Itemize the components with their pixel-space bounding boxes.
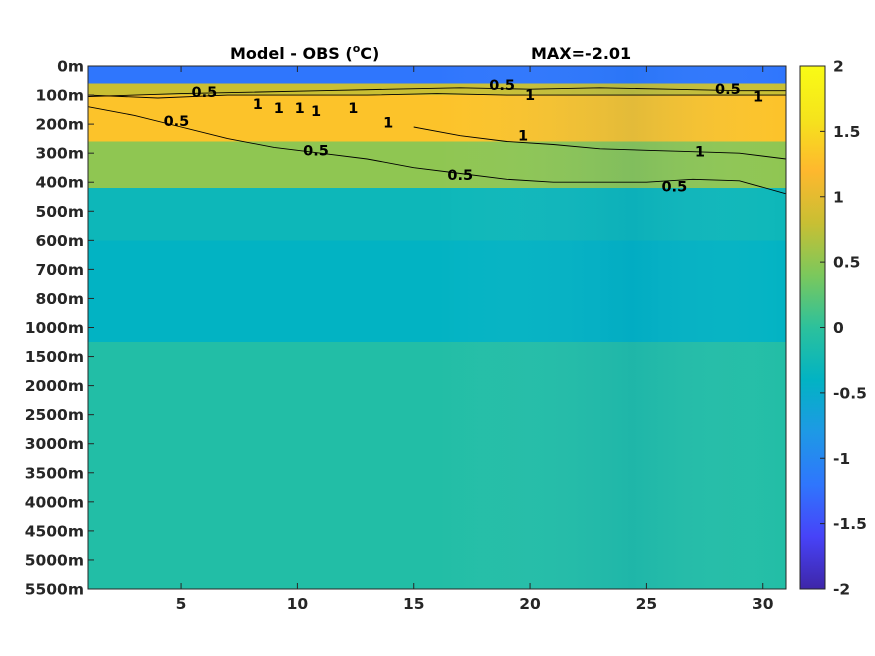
max-label: MAX=-2.01	[531, 44, 631, 63]
colorbar-tick-label: -1	[833, 450, 850, 468]
y-tick-label: 700m	[35, 261, 84, 279]
contour-label: 1	[295, 101, 305, 117]
y-tick-label: 5000m	[25, 551, 84, 569]
contour-lines	[88, 87, 786, 195]
y-tick-label: 300m	[35, 145, 84, 163]
colorbar-tick-label: -1.5	[833, 515, 867, 533]
y-tick-label: 1500m	[25, 348, 84, 366]
y-tick-label: 1000m	[25, 319, 84, 337]
y-tick-label: 3000m	[25, 435, 84, 453]
x-tick-label: 25	[636, 595, 658, 613]
contour-label: 1	[253, 97, 263, 113]
y-tick-label: 2500m	[25, 406, 84, 424]
contour-line-1	[88, 93, 786, 99]
contour-label: 0.5	[661, 180, 687, 196]
contour-line-0-5	[88, 87, 786, 97]
x-tick-label: 20	[519, 595, 541, 613]
contour-label: 1	[518, 129, 528, 145]
field-sheen	[88, 66, 786, 589]
contour-line-0-5	[88, 106, 786, 195]
y-tick-label: 0m	[57, 58, 84, 76]
contour-label: 1	[311, 104, 321, 120]
x-tick-label: 10	[287, 595, 309, 613]
x-tick-label: 5	[176, 595, 187, 613]
x-tick-label: 15	[403, 595, 425, 613]
contour-line-1	[413, 126, 786, 160]
chart-title: Model - OBS (oC) MAX=-2.01	[230, 42, 631, 63]
contour-label: 1	[348, 101, 358, 117]
contour-label: 0.5	[191, 85, 217, 101]
x-axis-ticks: 5 10 15 20 25 30	[176, 66, 774, 613]
colorbar-tick-label: 1	[833, 188, 844, 206]
y-tick-label: 100m	[35, 87, 84, 105]
contour-label: 1	[695, 145, 705, 161]
colorbar-tick-label: 0	[833, 319, 844, 337]
y-tick-label: 2000m	[25, 377, 84, 395]
colorbar: 2 1.5 1 0.5 0 -0.5 -1 -1.5 -2	[799, 58, 867, 599]
y-tick-label: 3500m	[25, 464, 84, 482]
colorbar-tick-label: -2	[833, 581, 850, 599]
y-tick-label: 200m	[35, 116, 84, 134]
colorbar-tick-label: 1.5	[833, 123, 860, 141]
y-tick-label: 4500m	[25, 522, 84, 540]
x-tick-label: 30	[752, 595, 774, 613]
colorbar-tick-label: -0.5	[833, 384, 867, 402]
chart-title-text: Model - OBS (oC)	[230, 42, 379, 63]
y-tick-label: 4000m	[25, 493, 84, 511]
contour-label: 0.5	[715, 82, 741, 98]
contour-label: 0.5	[303, 143, 329, 159]
y-tick-label: 600m	[35, 232, 84, 250]
y-tick-label: 5500m	[25, 581, 84, 599]
y-tick-label: 500m	[35, 203, 84, 221]
y-tick-label: 400m	[35, 174, 84, 192]
y-tick-label: 800m	[35, 290, 84, 308]
contour-label: 1	[383, 116, 393, 132]
y-axis-ticks: 0m 100m 200m 300m 400m 500m 600m 700m 800m 1000m 1…	[25, 58, 94, 599]
contour-label: 1	[274, 101, 284, 117]
colorbar-tick-label: 0.5	[833, 254, 860, 272]
colorbar-ticks: 2 1.5 1 0.5 0 -0.5 -1 -1.5 -2	[820, 58, 867, 599]
contour-label: 0.5	[164, 114, 190, 130]
contour-label: 1	[753, 90, 763, 106]
contour-label: 0.5	[447, 168, 473, 184]
contour-label: 1	[525, 88, 535, 104]
contour-label: 0.5	[489, 78, 515, 94]
colorbar-tick-label: 2	[833, 58, 844, 76]
